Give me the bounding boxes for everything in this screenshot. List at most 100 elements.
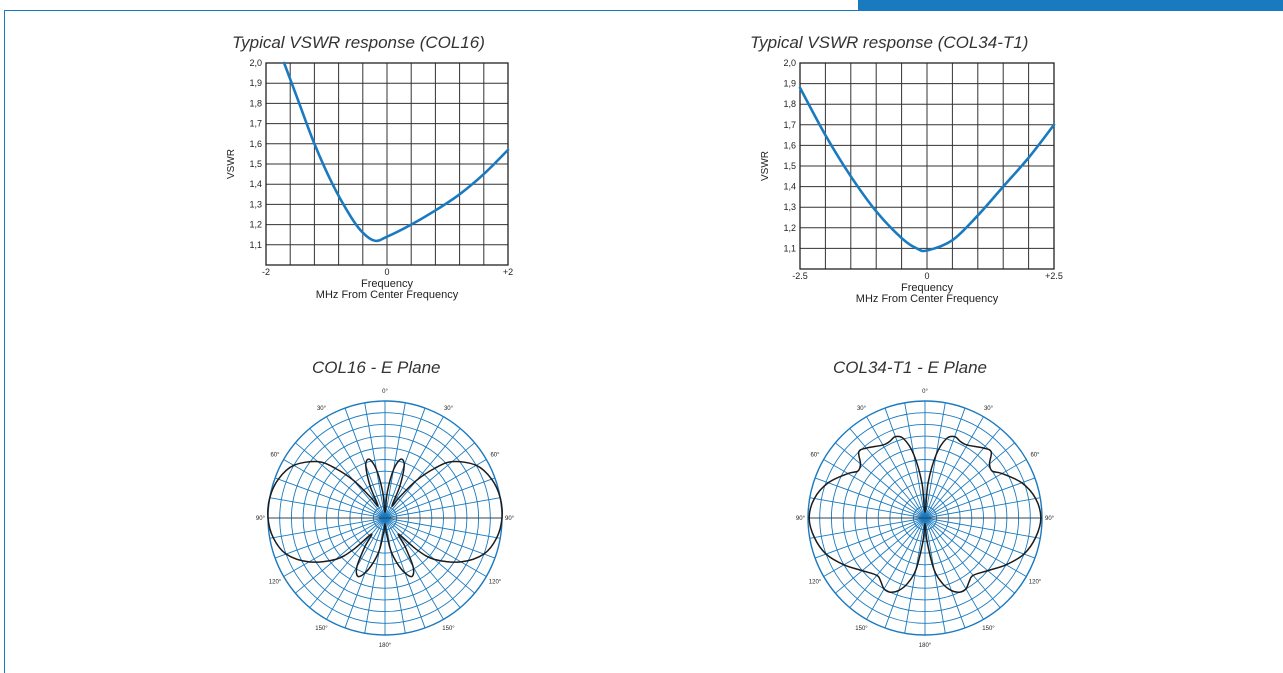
angle-label: 30° <box>857 406 867 412</box>
polar-grid-spoke <box>849 517 926 608</box>
polar-grid-spoke <box>924 517 984 620</box>
chart-title: Typical VSWR response (COL34-T1) <box>750 33 1029 52</box>
angle-label: 0° <box>922 389 928 395</box>
angle-label: 150° <box>982 626 995 632</box>
angle-label: 150° <box>855 626 868 632</box>
angle-label: 150° <box>315 626 328 632</box>
polar-grid-spoke <box>924 517 1001 608</box>
y-tick-label: 1,5 <box>249 159 262 169</box>
polar-grid-spoke <box>924 517 1027 577</box>
polar-grid-spoke <box>835 442 926 519</box>
polar-grid-spoke <box>384 459 487 519</box>
angle-label: 60° <box>490 453 500 459</box>
polar-grid-spoke <box>269 497 386 519</box>
x-tick-label: -2.5 <box>792 271 808 281</box>
polar-grid-spoke <box>924 517 966 629</box>
vswr-series-line <box>798 86 1056 253</box>
y-tick-label: 1,7 <box>249 119 262 129</box>
polar-grid-spoke <box>924 517 946 634</box>
x-tick-label: +2.5 <box>1045 271 1063 281</box>
polar-grid-spoke <box>849 428 926 519</box>
polar-grid-spoke <box>384 517 406 634</box>
polar-grid-spoke <box>823 517 926 577</box>
angle-label: 60° <box>1030 453 1040 459</box>
polar-grid-spoke <box>384 477 496 519</box>
polar-grid-spoke <box>364 517 386 634</box>
y-tick-label: 1,1 <box>783 243 796 253</box>
polar-grid-spoke <box>384 407 426 519</box>
polar-grid-spoke <box>274 517 386 559</box>
x-axis-sublabel: MHz From Center Frequency <box>856 293 999 305</box>
polar-grid-spoke <box>866 517 926 620</box>
y-tick-label: 1,9 <box>249 78 262 88</box>
polar-grid-spoke <box>384 517 496 559</box>
angle-label: 120° <box>1029 580 1042 586</box>
y-tick-label: 1,7 <box>783 120 796 130</box>
y-tick-label: 1,6 <box>783 140 796 150</box>
polar-grid-spoke <box>924 497 1041 519</box>
angle-label: 30° <box>984 406 994 412</box>
polar-grid-spoke <box>835 517 926 594</box>
x-tick-label: 0 <box>924 271 929 281</box>
angle-label: 90° <box>256 516 266 522</box>
y-axis-label: VSWR <box>760 151 771 181</box>
polar-grid-spoke <box>924 459 1027 519</box>
vswr-series-line <box>282 61 510 243</box>
angle-label: 90° <box>796 516 806 522</box>
angle-label: 30° <box>444 406 454 412</box>
angle-label: 90° <box>505 516 515 522</box>
angle-label: 120° <box>809 580 822 586</box>
radiation-pattern-curve <box>267 458 503 578</box>
polar-grid-spoke <box>809 517 926 539</box>
y-tick-label: 1,8 <box>249 98 262 108</box>
y-tick-label: 1,1 <box>249 240 262 250</box>
angle-label: 120° <box>489 580 502 586</box>
polar-grid-spoke <box>884 407 926 519</box>
chart-title: COL34-T1 - E Plane <box>833 358 988 377</box>
angle-label: 180° <box>919 643 932 649</box>
polar-grid-spoke <box>809 497 926 519</box>
angle-label: 180° <box>379 643 392 649</box>
x-tick-label: -2 <box>262 267 270 277</box>
polar-grid-spoke <box>384 442 475 519</box>
polar-grid-spoke <box>924 477 1036 519</box>
polar-grid-spoke <box>364 402 386 519</box>
polar-grid-spoke <box>924 428 1001 519</box>
x-axis-label: Frequency <box>361 278 413 290</box>
plot-border <box>799 62 1055 270</box>
angle-label: 60° <box>810 453 820 459</box>
x-tick-label: 0 <box>384 267 389 277</box>
y-tick-label: 2,0 <box>783 58 796 68</box>
y-axis-label: VSWR <box>226 149 237 179</box>
polar-grid-spoke <box>384 402 406 519</box>
polar-grid-spoke <box>924 402 946 519</box>
y-tick-label: 1,5 <box>783 161 796 171</box>
polar-grid-spoke <box>924 517 1041 539</box>
polar-grid-spoke <box>295 442 386 519</box>
polar-grid-spoke <box>823 459 926 519</box>
polar-grid-spoke <box>924 517 1036 559</box>
polar-grid-spoke <box>384 497 501 519</box>
angle-label: 90° <box>1045 516 1055 522</box>
angle-label: 150° <box>442 626 455 632</box>
polar-grid-spoke <box>269 517 386 539</box>
polar-grid-spoke <box>384 416 444 519</box>
polar-grid-spoke <box>904 402 926 519</box>
x-tick-label: +2 <box>503 267 513 277</box>
polar-grid-spoke <box>904 517 926 634</box>
angle-label: 120° <box>269 580 282 586</box>
y-tick-label: 1,4 <box>249 179 262 189</box>
page-frame <box>4 10 1283 673</box>
polar-grid-spoke <box>344 407 386 519</box>
y-tick-label: 1,9 <box>783 79 796 89</box>
radiation-pattern-curve <box>808 435 1042 594</box>
y-tick-label: 1,3 <box>249 199 262 209</box>
vswr-chart-col16: 2,0 1,9 1,8 1,7 1,6 1,5 1,4 1,3 1,2 1,1 -2 0 +2 Frequ… <box>226 58 513 301</box>
chart-title: Typical VSWR response (COL16) <box>232 33 485 52</box>
polar-chart-col34-t1-e-plane: 0° 30° 60° 90° 120° 150° 180° 150° 120° 90° 60° 30° <box>796 389 1055 649</box>
y-tick-label: 1,6 <box>249 139 262 149</box>
y-tick-label: 2,0 <box>249 58 262 68</box>
polar-grid-spoke <box>814 477 926 519</box>
y-tick-label: 1,8 <box>783 99 796 109</box>
polar-grid-spoke <box>274 477 386 519</box>
